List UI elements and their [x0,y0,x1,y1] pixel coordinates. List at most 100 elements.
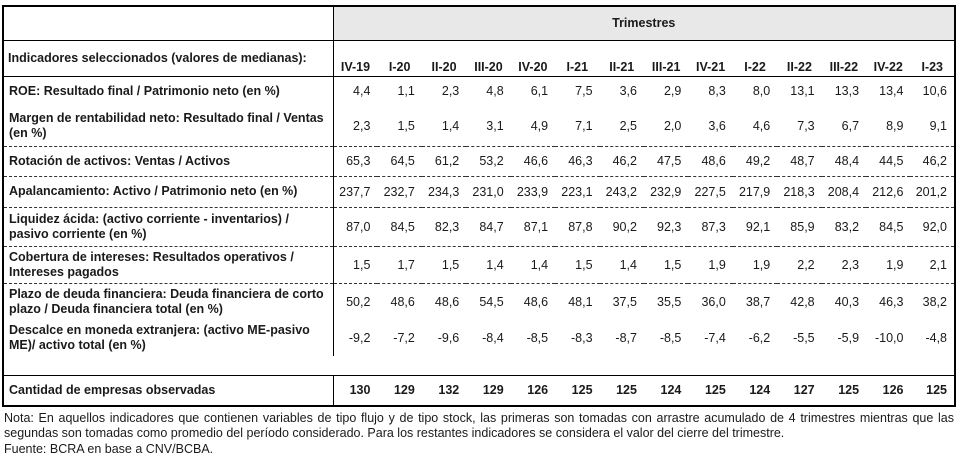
value-cell: -9,6 [437,330,460,345]
value-cell: 1,7 [377,246,422,284]
value-cell: 1,4 [599,246,644,284]
indicator-rows: ROE: Resultado final / Patrimonio neto (… [3,76,955,406]
value-cell: 90,2 [599,207,644,247]
value-cell: 38,7 [745,294,771,309]
quarter-column-header: II-20 [421,40,467,77]
value-cell: -7,2 [393,330,415,345]
summary-value-cell: 125 [704,383,726,398]
value-cell: 7,1 [555,106,600,147]
value-cell: 48,6 [434,294,460,309]
value-cell: 37,5 [612,294,637,309]
indicator-row: Cobertura de intereses: Resultados opera… [3,246,955,284]
value-cell: 2,0 [643,106,689,147]
spacer-cell [3,355,955,376]
value-cell: -7,4 [704,330,726,345]
summary-value-cell: 130 [349,383,371,398]
value-cell: 46,3 [879,294,904,309]
value-cell: 84,5 [866,207,911,247]
summary-value-cell: 125 [926,383,947,398]
value-cell: 87,0 [333,207,378,247]
indicators-table: Trimestres Indicadores seleccionados (va… [2,5,956,407]
value-cell: 46,6 [510,146,556,177]
value-cell: 231,0 [466,176,511,208]
value-cell: 4,6 [732,106,778,147]
value-cell: 54,5 [479,294,504,309]
value-cell: -9,2 [348,330,371,345]
table-source: Fuente: BCRA en base a CNV/BCBA. [4,441,214,456]
value-cell: 1,9 [732,246,778,284]
value-cell: 2,5 [599,106,644,147]
value-cell: 48,6 [523,294,549,309]
value-cell: 2,3 [821,246,867,284]
value-cell: 8,3 [708,84,726,99]
quarter-column-header: III-22 [821,40,867,77]
value-cell: 227,5 [688,176,733,208]
value-cell: 44,5 [866,146,911,177]
quarter-column-header: III-21 [643,40,689,77]
value-cell: 13,3 [834,84,860,99]
value-cell: -8,5 [526,330,549,345]
indicator-label: Cobertura de intereses: Resultados opera… [3,246,334,284]
value-cell: 212,6 [866,176,911,208]
value-cell: 243,2 [599,176,644,208]
value-cell: 46,2 [599,146,644,177]
value-cell: 13,4 [879,84,904,99]
value-cell: 35,5 [657,294,682,309]
value-cell: 1,4 [466,246,511,284]
indicator-label: Apalancamiento: Activo / Patrimonio neto… [3,176,334,208]
summary-label: Cantidad de empresas observadas [3,375,334,406]
value-cell: 10,6 [922,84,947,99]
value-cell: 1,1 [397,84,415,99]
value-cell: -5,9 [837,330,860,345]
quarter-column-header: IV-20 [510,40,556,77]
value-cell: 1,9 [866,246,911,284]
value-cell: 4,8 [486,84,504,99]
indicator-row: Descalce en moneda extranjera: (activo M… [3,319,955,356]
value-cell: -8,4 [482,330,504,345]
summary-value-cell: 124 [660,383,682,398]
value-cell: 83,2 [821,207,867,247]
value-cell: 87,1 [510,207,556,247]
value-cell: 3,1 [466,106,511,147]
value-cell: 1,5 [333,246,378,284]
indicator-label: ROE: Resultado final / Patrimonio neto (… [3,76,334,106]
value-cell: 13,1 [790,84,815,99]
value-cell: 217,9 [732,176,778,208]
quarter-column-header: I-20 [377,40,422,77]
value-cell: 232,9 [643,176,689,208]
value-cell: 9,1 [910,106,955,147]
corner-cell [3,6,334,41]
value-cell: 84,5 [377,207,422,247]
value-cell: 82,3 [421,207,467,247]
value-cell: 1,5 [377,106,422,147]
value-cell: -10,0 [874,330,904,345]
indicator-label: Plazo de deuda financiera: Deuda financi… [3,283,334,320]
indicator-label: Rotación de activos: Ventas / Activos [3,146,334,177]
value-cell: 2,2 [777,246,822,284]
indicator-row: Plazo de deuda financiera: Deuda financi… [3,283,955,320]
value-cell: 38,2 [922,294,947,309]
value-cell: 201,2 [910,176,955,208]
value-cell: 1,4 [510,246,556,284]
indicator-row: Margen de rentabilidad neto: Resultado f… [3,106,955,147]
value-cell: 2,3 [333,106,378,147]
trimestres-header-row: Trimestres [3,6,955,41]
value-cell: -8,5 [659,330,682,345]
value-cell: 2,3 [441,84,460,99]
value-cell: 42,8 [790,294,815,309]
value-cell: 4,4 [353,84,371,99]
value-cell: 234,3 [421,176,467,208]
value-cell: 87,3 [688,207,733,247]
indicator-label: Margen de rentabilidad neto: Resultado f… [3,106,334,147]
value-cell: -4,8 [925,330,947,345]
value-cell: 92,3 [643,207,689,247]
indicator-label: Liquidez ácida: (activo corriente - inve… [3,207,334,247]
value-cell: 1,5 [421,246,467,284]
summary-value-cell: 129 [482,383,504,398]
summary-value-cell: 129 [393,383,415,398]
value-cell: 8,9 [866,106,911,147]
quarter-column-header: I-23 [910,40,955,77]
value-cell: 87,8 [555,207,600,247]
value-cell: 46,3 [555,146,600,177]
value-cell: 1,5 [643,246,689,284]
